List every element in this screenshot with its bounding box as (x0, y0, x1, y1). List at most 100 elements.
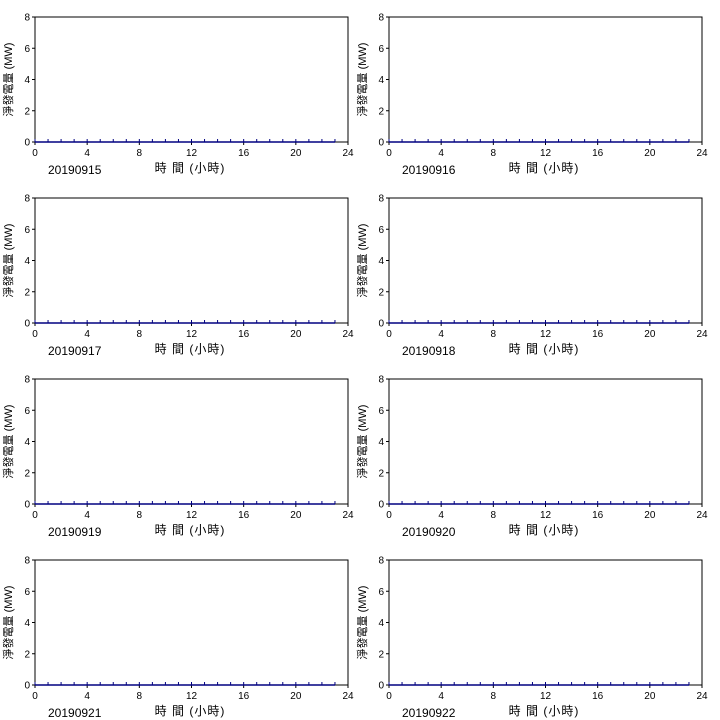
chart-6-x-tick-label-3: 12 (186, 691, 198, 702)
chart-4-xlabel: 時 間 (小時) (155, 523, 226, 537)
chart-7-x-tick-label-6: 24 (696, 691, 708, 702)
chart-5-x-tick-label-6: 24 (696, 510, 708, 521)
chart-0-y-tick-label-3: 6 (24, 44, 30, 55)
chart-7-xlabel: 時 間 (小時) (509, 704, 580, 718)
chart-3-y-tick-label-0: 0 (378, 319, 384, 330)
chart-6-y-tick-label-4: 8 (24, 556, 30, 567)
chart-1-y-tick-label-1: 2 (378, 106, 384, 117)
chart-4-y-tick-label-3: 6 (24, 406, 30, 417)
chart-7-x-tick-label-1: 4 (438, 691, 444, 702)
chart-7-y-tick-label-2: 4 (378, 618, 384, 629)
chart-1-y-tick-label-2: 4 (378, 75, 384, 86)
chart-0-x-tick-label-1: 4 (84, 148, 90, 159)
chart-3-y-tick-label-3: 6 (378, 225, 384, 236)
chart-4-x-tick-label-3: 12 (186, 510, 198, 521)
chart-5-x-tick-label-5: 20 (644, 510, 656, 521)
chart-0-y-tick-label-0: 0 (24, 138, 30, 149)
chart-7-x-tick-label-2: 8 (491, 691, 497, 702)
chart-1-x-tick-label-6: 24 (696, 148, 708, 159)
chart-2-y-tick-label-1: 2 (24, 287, 30, 298)
chart-3-date-label: 20190918 (402, 344, 456, 358)
chart-3-x-tick-label-5: 20 (644, 329, 656, 340)
chart-5-y-tick-label-3: 6 (378, 406, 384, 417)
chart-7-y-tick-label-3: 6 (378, 587, 384, 598)
chart-4-date-label: 20190919 (48, 525, 102, 539)
chart-6-x-tick-label-5: 20 (290, 691, 302, 702)
chart-0-x-tick-label-3: 12 (186, 148, 198, 159)
chart-5-plot-area (388, 378, 703, 505)
chart-4-ylabel: 淨發電量 (MW) (1, 405, 15, 479)
chart-4-y-tick-label-2: 4 (24, 437, 30, 448)
chart-2-y-tick-label-4: 8 (24, 194, 30, 205)
chart-7-ylabel: 淨發電量 (MW) (355, 586, 369, 660)
chart-2-plot-area (34, 197, 349, 324)
chart-5-y-tick-label-1: 2 (378, 468, 384, 479)
chart-2-date-label: 20190917 (48, 344, 102, 358)
chart-0-y-tick-label-2: 4 (24, 75, 30, 86)
chart-1-x-tick-label-1: 4 (438, 148, 444, 159)
chart-4-x-tick-label-0: 0 (32, 510, 38, 521)
chart-0-x-tick-label-6: 24 (342, 148, 354, 159)
chart-6-y-tick-label-1: 2 (24, 649, 30, 660)
chart-1-x-tick-label-3: 12 (540, 148, 552, 159)
chart-1-y-tick-label-4: 8 (378, 13, 384, 24)
chart-4-x-tick-label-4: 16 (238, 510, 250, 521)
chart-7-y-tick-label-0: 0 (378, 681, 384, 692)
chart-2-x-tick-label-0: 0 (32, 329, 38, 340)
chart-2-y-tick-label-0: 0 (24, 319, 30, 330)
chart-2-y-tick-label-2: 4 (24, 256, 30, 267)
chart-4-y-tick-label-0: 0 (24, 500, 30, 511)
chart-6-x-tick-label-2: 8 (137, 691, 143, 702)
chart-4-plot-area (34, 378, 349, 505)
chart-1-xlabel: 時 間 (小時) (509, 161, 580, 175)
chart-3-y-tick-label-4: 8 (378, 194, 384, 205)
chart-0-plot-area (34, 16, 349, 143)
chart-0-x-tick-label-4: 16 (238, 148, 250, 159)
chart-2-y-tick-label-3: 6 (24, 225, 30, 236)
chart-6-xlabel: 時 間 (小時) (155, 704, 226, 718)
chart-6-x-tick-label-1: 4 (84, 691, 90, 702)
chart-4-y-tick-label-4: 8 (24, 375, 30, 386)
chart-1-date-label: 20190916 (402, 163, 456, 177)
chart-2-ylabel: 淨發電量 (MW) (1, 224, 15, 298)
chart-2-x-tick-label-6: 24 (342, 329, 354, 340)
chart-3-x-tick-label-0: 0 (386, 329, 392, 340)
chart-6-plot-area (34, 559, 349, 686)
chart-7-date-label: 20190922 (402, 706, 456, 720)
chart-2-xlabel: 時 間 (小時) (155, 342, 226, 356)
chart-1-y-tick-label-3: 6 (378, 44, 384, 55)
chart-1-y-tick-label-0: 0 (378, 138, 384, 149)
chart-0-xlabel: 時 間 (小時) (155, 161, 226, 175)
chart-3-ylabel: 淨發電量 (MW) (355, 224, 369, 298)
chart-6-x-tick-label-0: 0 (32, 691, 38, 702)
chart-5-xlabel: 時 間 (小時) (509, 523, 580, 537)
chart-5-y-tick-label-0: 0 (378, 500, 384, 511)
chart-0-x-tick-label-5: 20 (290, 148, 302, 159)
chart-6-x-tick-label-6: 24 (342, 691, 354, 702)
chart-4-x-tick-label-5: 20 (290, 510, 302, 521)
chart-2-x-tick-label-4: 16 (238, 329, 250, 340)
chart-1-x-tick-label-2: 8 (491, 148, 497, 159)
chart-7-x-tick-label-0: 0 (386, 691, 392, 702)
chart-1-x-tick-label-4: 16 (592, 148, 604, 159)
chart-5-x-tick-label-4: 16 (592, 510, 604, 521)
chart-6-ylabel: 淨發電量 (MW) (1, 586, 15, 660)
chart-3-x-tick-label-2: 8 (491, 329, 497, 340)
chart-7-x-tick-label-3: 12 (540, 691, 552, 702)
chart-0-y-tick-label-4: 8 (24, 13, 30, 24)
chart-3-y-tick-label-2: 4 (378, 256, 384, 267)
chart-1-ylabel: 淨發電量 (MW) (355, 43, 369, 117)
chart-2-x-tick-label-5: 20 (290, 329, 302, 340)
chart-5-y-tick-label-4: 8 (378, 375, 384, 386)
chart-5-ylabel: 淨發電量 (MW) (355, 405, 369, 479)
chart-3-xlabel: 時 間 (小時) (509, 342, 580, 356)
chart-4-y-tick-label-1: 2 (24, 468, 30, 479)
chart-6-date-label: 20190921 (48, 706, 102, 720)
